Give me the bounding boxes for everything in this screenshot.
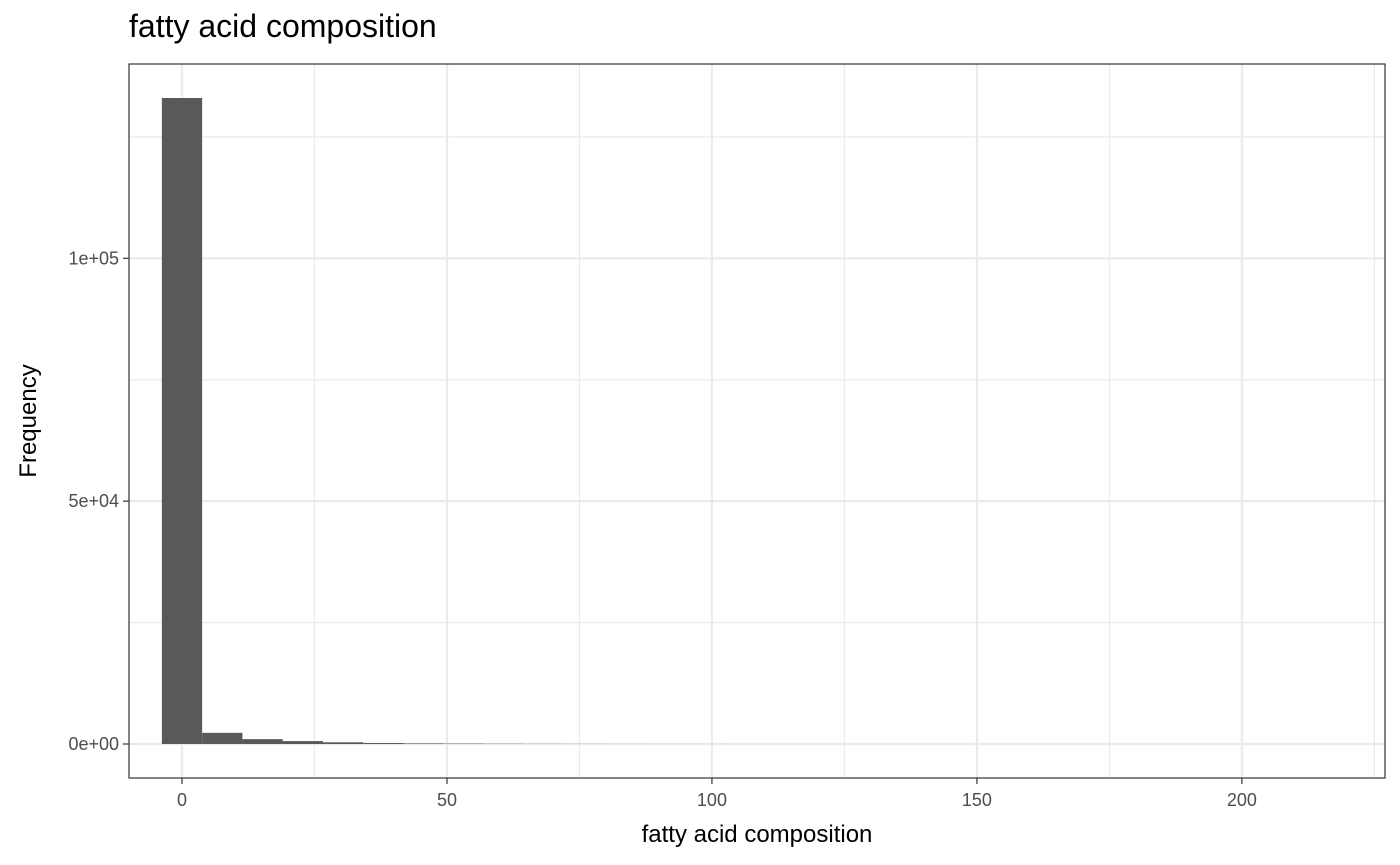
y-axis-ticks: 0e+00 5e+04 1e+05 [68, 248, 129, 754]
y-tick-label: 0e+00 [68, 734, 119, 754]
histogram-bar [161, 98, 203, 744]
y-tick-label: 5e+04 [68, 491, 119, 511]
histogram-bars [161, 98, 726, 744]
chart-title: fatty acid composition [129, 8, 437, 44]
x-axis-title: fatty acid composition [642, 821, 873, 848]
y-tick-label: 1e+05 [68, 248, 119, 268]
histogram-bar [403, 743, 444, 744]
histogram-bar [363, 743, 404, 744]
histogram-bar [202, 732, 243, 744]
histogram-bar [282, 741, 323, 744]
histogram-bar [242, 739, 283, 744]
x-tick-label: 150 [962, 790, 992, 810]
histogram-bar [322, 742, 364, 744]
panel-border [128, 63, 1386, 779]
grid-major-lines [129, 64, 1385, 778]
x-tick-label: 200 [1227, 790, 1257, 810]
y-axis-title: Frequency [15, 364, 42, 477]
x-axis-ticks: 0 50 100 150 200 [177, 778, 1257, 810]
grid-minor-lines [129, 64, 1385, 778]
x-tick-label: 100 [697, 790, 727, 810]
x-tick-label: 0 [177, 790, 187, 810]
x-tick-label: 50 [437, 790, 457, 810]
